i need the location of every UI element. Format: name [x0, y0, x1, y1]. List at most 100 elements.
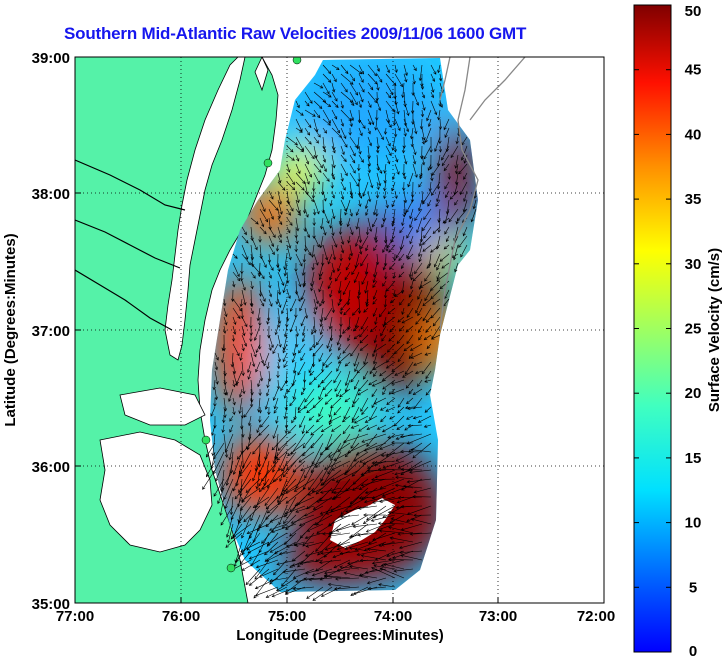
velocity-arrow — [424, 289, 432, 302]
velocity-arrow — [359, 343, 369, 351]
velocity-arrow — [392, 271, 396, 280]
velocity-arrow — [421, 127, 426, 141]
velocity-arrow — [280, 379, 288, 392]
velocity-arrow — [349, 118, 353, 128]
velocity-arrow — [412, 64, 417, 72]
velocity-arrow — [259, 226, 267, 235]
velocity-arrow — [258, 280, 263, 297]
velocity-arrow — [234, 478, 252, 500]
velocity-arrow — [250, 550, 261, 567]
velocity-arrow — [383, 163, 387, 174]
velocity-arrow — [381, 334, 387, 342]
velocity-arrow — [311, 568, 333, 577]
velocity-arrow — [349, 244, 354, 257]
velocity-arrow — [277, 433, 297, 451]
velocity-arrow — [259, 298, 265, 307]
velocity-arrow — [351, 307, 360, 316]
velocity-arrow — [241, 343, 245, 352]
velocity-arrow — [351, 262, 360, 276]
velocity-arrow — [420, 109, 425, 118]
velocity-arrow — [349, 208, 353, 217]
velocity-arrow — [381, 487, 405, 497]
velocity-arrow — [462, 199, 468, 213]
velocity-arrow — [295, 136, 304, 152]
velocity-arrow — [392, 109, 397, 126]
velocity-arrow — [336, 388, 342, 398]
velocity-arrow — [322, 73, 332, 83]
velocity-arrow — [405, 325, 414, 333]
velocity-arrow — [432, 298, 441, 305]
velocity-arrow — [358, 91, 364, 103]
velocity-arrow — [424, 271, 432, 282]
velocity-arrow — [304, 118, 312, 129]
velocity-arrow — [311, 190, 316, 199]
velocity-arrow — [406, 433, 432, 445]
velocity-arrow — [411, 82, 415, 97]
velocity-arrow — [232, 406, 236, 416]
velocity-arrow — [441, 154, 450, 167]
velocity-arrow — [202, 469, 216, 490]
velocity-arrow — [241, 325, 246, 337]
velocity-arrow — [371, 379, 387, 387]
velocity-arrow — [310, 325, 315, 335]
velocity-arrow — [351, 406, 360, 422]
velocity-arrow — [403, 64, 408, 77]
velocity-arrow — [344, 442, 360, 458]
velocity-arrow — [390, 226, 396, 243]
velocity-arrow — [297, 550, 315, 568]
velocity-arrow — [232, 397, 236, 406]
velocity-arrow — [376, 181, 380, 191]
velocity-arrow — [286, 136, 299, 146]
velocity-arrow — [329, 271, 333, 281]
velocity-arrow — [406, 307, 414, 318]
velocity-arrow — [376, 523, 396, 531]
station-marker — [263, 158, 273, 168]
velocity-arrow — [306, 523, 324, 532]
velocity-arrow — [455, 217, 459, 225]
velocity-arrow — [327, 253, 333, 265]
velocity-arrow — [412, 145, 417, 156]
velocity-arrow — [398, 271, 405, 278]
velocity-arrow — [352, 325, 360, 332]
velocity-arrow — [255, 361, 261, 373]
velocity-arrow — [221, 352, 225, 364]
velocity-arrow — [365, 523, 387, 533]
velocity-arrow — [329, 289, 333, 298]
velocity-arrow — [344, 397, 351, 403]
velocity-arrow — [276, 559, 297, 566]
velocity-arrow — [331, 226, 335, 237]
velocity-arrow — [305, 424, 315, 434]
velocity-arrow — [340, 145, 345, 156]
velocity-arrow — [275, 289, 279, 305]
velocity-arrow — [436, 172, 441, 190]
velocity-arrow — [306, 406, 315, 414]
velocity-arrow — [366, 577, 387, 585]
velocity-arrow — [324, 307, 333, 321]
velocity-arrow — [228, 388, 234, 403]
velocity-arrow — [287, 379, 297, 393]
velocity-arrow — [371, 388, 378, 398]
velocity-arrow — [458, 163, 468, 175]
velocity-arrow — [229, 415, 234, 422]
velocity-arrow — [407, 253, 414, 260]
velocity-arrow — [322, 64, 332, 75]
velocity-arrow — [344, 271, 351, 281]
velocity-arrow — [400, 262, 405, 270]
velocity-arrow — [276, 577, 297, 591]
velocity-arrow — [320, 424, 333, 433]
velocity-arrow — [278, 451, 288, 472]
velocity-arrow — [417, 307, 423, 317]
velocity-arrow — [277, 352, 282, 363]
velocity-arrow — [337, 352, 342, 360]
station-marker — [201, 435, 211, 445]
velocity-arrow — [259, 217, 265, 228]
velocity-arrow — [384, 316, 396, 326]
velocity-arrow — [372, 199, 378, 216]
velocity-arrow — [304, 163, 312, 178]
velocity-arrow — [367, 100, 372, 108]
velocity-arrow — [376, 424, 387, 430]
velocity-arrow — [331, 478, 342, 494]
velocity-arrow — [295, 163, 301, 175]
velocity-arrow — [338, 208, 343, 225]
